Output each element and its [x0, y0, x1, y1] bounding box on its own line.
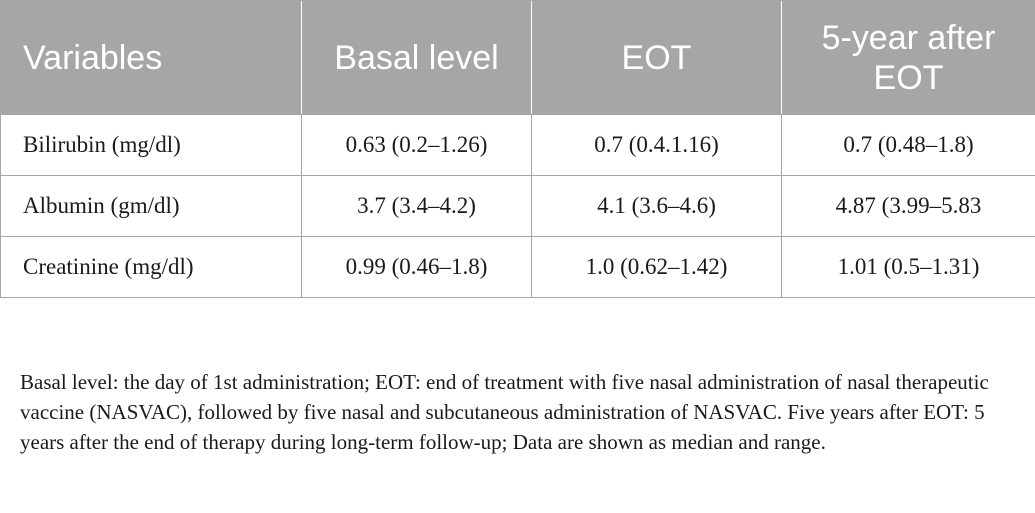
- header-5-year-after-eot: 5-year after EOT: [781, 0, 1035, 115]
- cell-basal-level: 0.99 (0.46–1.8): [301, 236, 532, 298]
- table-footnote: Basal level: the day of 1st administrati…: [20, 370, 989, 454]
- header-eot: EOT: [531, 0, 782, 115]
- cell-basal-level: 3.7 (3.4–4.2): [301, 175, 532, 237]
- table-row: Creatinine (mg/dl) 0.99 (0.46–1.8) 1.0 (…: [0, 236, 1035, 298]
- cell-basal-level: 0.63 (0.2–1.26): [301, 114, 532, 176]
- cell-eot: 0.7 (0.4.1.16): [531, 114, 782, 176]
- cell-variable-name: Creatinine (mg/dl): [0, 236, 302, 298]
- data-table: Variables Basal level EOT 5-year after E…: [0, 0, 1035, 298]
- cell-variable-name: Albumin (gm/dl): [0, 175, 302, 237]
- header-basal-level: Basal level: [301, 0, 532, 115]
- table-header-row: Variables Basal level EOT 5-year after E…: [0, 0, 1035, 115]
- cell-variable-name: Bilirubin (mg/dl): [0, 114, 302, 176]
- cell-5-year-after-eot: 0.7 (0.48–1.8): [781, 114, 1035, 176]
- data-table-container: Variables Basal level EOT 5-year after E…: [0, 0, 1035, 298]
- table-row: Albumin (gm/dl) 3.7 (3.4–4.2) 4.1 (3.6–4…: [0, 175, 1035, 237]
- cell-5-year-after-eot: 4.87 (3.99–5.83: [781, 175, 1035, 237]
- table-row: Bilirubin (mg/dl) 0.63 (0.2–1.26) 0.7 (0…: [0, 114, 1035, 176]
- cell-eot: 4.1 (3.6–4.6): [531, 175, 782, 237]
- header-variables: Variables: [0, 0, 302, 115]
- cell-eot: 1.0 (0.62–1.42): [531, 236, 782, 298]
- cell-5-year-after-eot: 1.01 (0.5–1.31): [781, 236, 1035, 298]
